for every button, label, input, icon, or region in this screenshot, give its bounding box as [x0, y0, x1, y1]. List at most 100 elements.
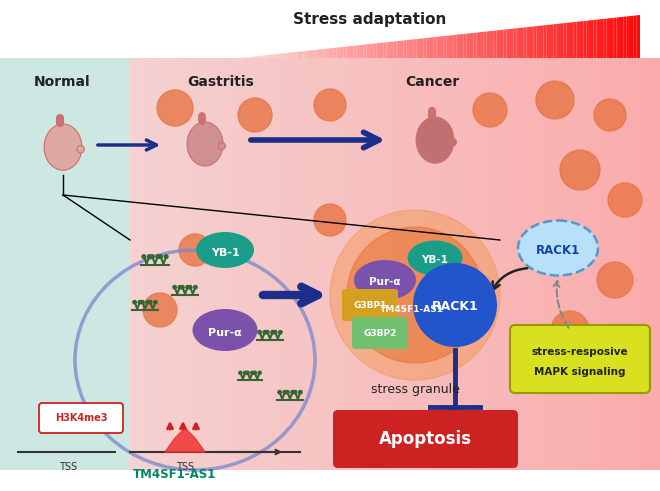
Circle shape [194, 285, 197, 289]
Circle shape [146, 300, 149, 304]
Bar [607, 55, 614, 470]
Text: YB-1: YB-1 [211, 248, 240, 258]
Polygon shape [574, 22, 577, 58]
Circle shape [420, 298, 422, 300]
Polygon shape [473, 32, 477, 58]
Polygon shape [283, 53, 286, 58]
Bar [362, 55, 370, 470]
Polygon shape [440, 36, 444, 58]
Polygon shape [356, 45, 360, 58]
Polygon shape [540, 26, 543, 58]
Circle shape [266, 330, 269, 334]
Polygon shape [290, 52, 293, 58]
Circle shape [432, 298, 434, 300]
Polygon shape [370, 44, 374, 58]
Circle shape [473, 93, 507, 127]
Polygon shape [377, 43, 380, 58]
Text: RACK1: RACK1 [432, 300, 478, 313]
Bar [653, 55, 660, 470]
Bar [335, 55, 343, 470]
Polygon shape [637, 15, 640, 58]
Polygon shape [607, 18, 610, 58]
Circle shape [397, 277, 399, 280]
Polygon shape [267, 55, 270, 58]
Text: stress granule: stress granule [370, 383, 459, 397]
Circle shape [347, 227, 483, 363]
Circle shape [244, 371, 247, 374]
Bar [236, 55, 244, 470]
Bar [348, 55, 356, 470]
Text: TSS: TSS [176, 462, 194, 472]
Bar [587, 55, 595, 470]
Circle shape [143, 293, 177, 327]
Circle shape [413, 263, 497, 347]
Circle shape [253, 371, 256, 374]
Polygon shape [543, 25, 546, 58]
FancyBboxPatch shape [333, 410, 518, 468]
Bar [289, 55, 296, 470]
Circle shape [401, 277, 404, 280]
Circle shape [394, 277, 397, 280]
Bar [302, 55, 310, 470]
Polygon shape [490, 31, 493, 58]
Bar [223, 55, 230, 470]
Polygon shape [410, 39, 413, 58]
Circle shape [403, 277, 406, 280]
Bar [435, 55, 442, 470]
Bar [402, 55, 409, 470]
Polygon shape [300, 51, 304, 58]
Circle shape [179, 234, 211, 266]
Polygon shape [597, 19, 600, 58]
Ellipse shape [449, 138, 457, 146]
Bar [329, 55, 337, 470]
Circle shape [213, 321, 216, 325]
Polygon shape [460, 34, 463, 58]
Circle shape [238, 98, 272, 132]
Bar [488, 55, 496, 470]
Ellipse shape [518, 220, 598, 275]
Bar [475, 55, 482, 470]
Ellipse shape [218, 142, 226, 150]
Polygon shape [327, 48, 330, 58]
Circle shape [150, 255, 154, 258]
Polygon shape [273, 54, 277, 58]
Bar [170, 55, 178, 470]
Polygon shape [350, 46, 353, 58]
Polygon shape [477, 32, 480, 58]
Circle shape [426, 298, 428, 300]
Polygon shape [467, 33, 470, 58]
Text: H3K4me3: H3K4me3 [55, 413, 107, 423]
Bar [415, 55, 422, 470]
Polygon shape [390, 42, 393, 58]
Bar [196, 55, 204, 470]
Bar [455, 55, 462, 470]
Bar [375, 55, 383, 470]
Circle shape [283, 390, 286, 394]
Polygon shape [510, 28, 513, 58]
Text: G3BP1: G3BP1 [353, 300, 387, 309]
Circle shape [273, 330, 277, 334]
Polygon shape [470, 33, 473, 58]
Polygon shape [523, 27, 527, 58]
Polygon shape [383, 42, 387, 58]
Bar [342, 55, 350, 470]
Circle shape [148, 300, 152, 304]
Ellipse shape [187, 122, 223, 166]
Bar [640, 55, 647, 470]
Bar [249, 55, 257, 470]
Polygon shape [420, 38, 423, 58]
Bar [422, 55, 429, 470]
Bar [355, 55, 363, 470]
Text: Pur-α: Pur-α [208, 328, 242, 338]
Bar [395, 55, 403, 470]
Polygon shape [590, 20, 593, 58]
Circle shape [173, 285, 176, 289]
Polygon shape [250, 56, 253, 58]
Polygon shape [380, 43, 383, 58]
Polygon shape [423, 38, 426, 58]
Polygon shape [546, 25, 550, 58]
Circle shape [218, 321, 221, 325]
Polygon shape [486, 31, 490, 58]
Polygon shape [393, 41, 397, 58]
Bar [627, 55, 634, 470]
